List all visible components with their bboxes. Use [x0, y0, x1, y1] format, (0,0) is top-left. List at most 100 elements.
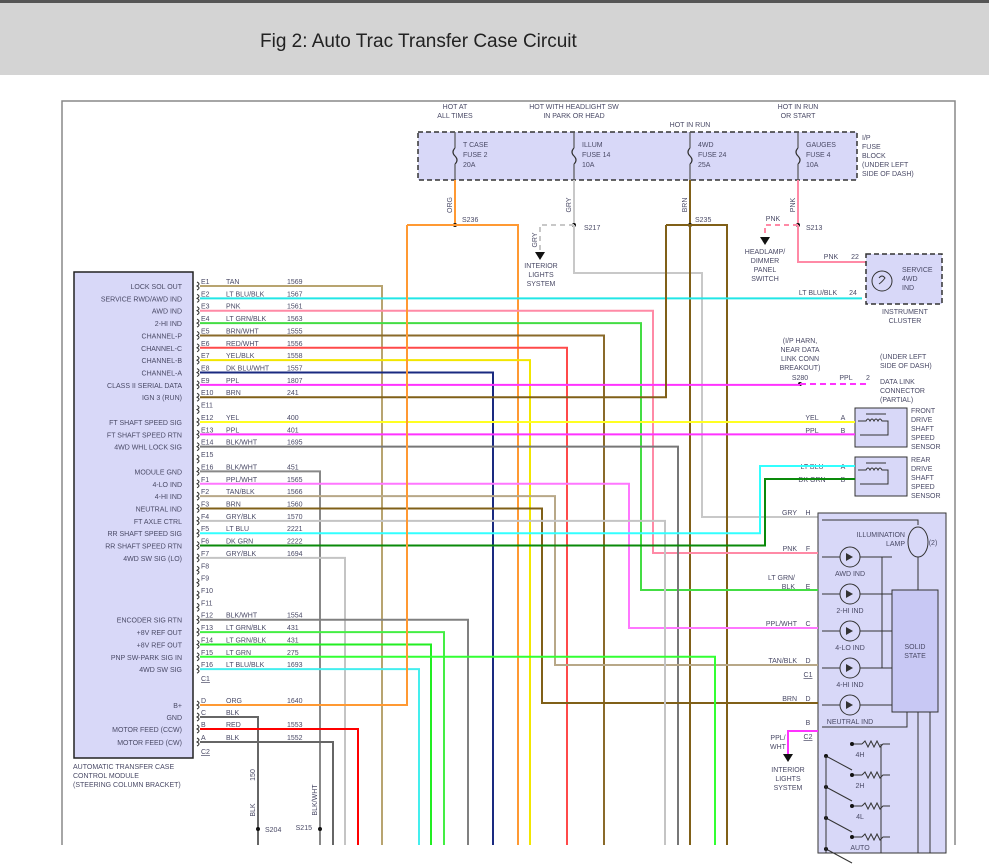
module-pin-label: 2-HI IND — [155, 321, 182, 328]
indicator-label: 4-HI IND — [836, 682, 863, 689]
fuse-block-label: I/P — [862, 135, 871, 142]
splice-label: S236 — [462, 217, 478, 224]
front-drive-shaft-speed-sensor-label: SPEED — [911, 435, 935, 442]
circuit-number: 1552 — [287, 735, 303, 742]
connector-terminal-icon — [195, 281, 200, 291]
wire-color-label: GRY/BLK — [226, 551, 257, 558]
pink-gauge-wire — [797, 225, 866, 263]
wire-e8 — [200, 371, 494, 845]
pin-label: E5 — [201, 328, 210, 335]
connector-terminal-icon — [195, 405, 200, 415]
wire-color-label: YEL — [226, 415, 239, 422]
wire-color-label: BRN — [782, 696, 797, 703]
resistor-icon — [861, 770, 890, 780]
wire-color-label: LT BLU — [800, 464, 823, 471]
wire-color-label: BRN — [226, 390, 241, 397]
bulb-filament-icon — [878, 275, 886, 285]
module-pin-label: 4-HI IND — [155, 494, 182, 501]
wire-f5 — [200, 465, 855, 535]
connector-terminal-icon — [195, 652, 200, 662]
indicator-label: 2-HI IND — [836, 608, 863, 615]
wire-b — [200, 728, 359, 845]
front-drive-shaft-speed-sensor-label: FRONT — [911, 408, 936, 415]
wire-color-label: PPL — [805, 428, 818, 435]
connector-terminal-icon — [195, 355, 200, 365]
connector-terminal-icon — [195, 392, 200, 402]
splice-label: S280 — [792, 375, 808, 382]
pin-label: E6 — [201, 341, 210, 348]
connector-terminal-icon — [195, 553, 200, 563]
pin-label: C — [805, 621, 810, 628]
circuit-number: 1563 — [287, 316, 303, 323]
splice-s215 — [318, 827, 322, 831]
fuse-icon — [571, 147, 577, 165]
connector-terminal-icon — [195, 429, 200, 439]
fuse-block-label: (UNDER LEFT — [862, 162, 909, 169]
module-pin-label: CHANNEL-P — [142, 333, 183, 340]
rear-drive-shaft-speed-sensor-label: SHAFT — [911, 475, 935, 482]
pin-label: F3 — [201, 501, 209, 508]
connector-terminal-icon — [195, 380, 200, 390]
connector-terminal-icon — [195, 343, 200, 353]
module-caption: CONTROL MODULE — [73, 773, 139, 780]
module-pin-label: 4-LO IND — [152, 482, 182, 489]
pin-label: F6 — [201, 539, 209, 546]
fuse-hot-label: ALL TIMES — [437, 113, 473, 120]
interior-lights-label: LIGHTS — [528, 272, 554, 279]
pin-label: D — [805, 696, 810, 703]
wire-color-label: PPL — [226, 378, 239, 385]
headlamp-switch-label: DIMMER — [751, 258, 779, 265]
switch-position-label: 4L — [856, 814, 864, 821]
illumination-lamp-label: ILLUMINATION — [857, 532, 906, 539]
wire-color-label: PPL — [839, 375, 852, 382]
connector-terminal-icon — [195, 417, 200, 427]
wire-e3 — [200, 309, 818, 554]
gray-dashed-wire — [539, 224, 574, 252]
data-link-note: NEAR DATA — [780, 347, 819, 354]
connector-terminal-icon — [195, 578, 200, 588]
service-4wd-ind-label: IND — [902, 285, 914, 292]
data-link-label: DATA LINK — [880, 379, 915, 386]
data-link-location: (UNDER LEFT — [880, 354, 927, 361]
circuit-number: 1694 — [287, 551, 303, 558]
fuse-block-label: SIDE OF DASH) — [862, 171, 914, 178]
pin-label: E12 — [201, 415, 214, 422]
module-pin-label: CHANNEL-B — [142, 358, 183, 365]
pin-label: D — [805, 658, 810, 665]
splice-label: S204 — [265, 827, 281, 834]
interior-lights-wire — [787, 730, 818, 754]
fuse-label: FUSE 4 — [806, 152, 831, 159]
pin-label: F5 — [201, 526, 209, 533]
data-link-note: LINK CONN — [781, 356, 819, 363]
fuse-hot-label: HOT WITH HEADLIGHT SW — [529, 104, 619, 111]
module-pin-label: IGN 3 (RUN) — [142, 395, 182, 402]
pin-label: 22 — [851, 254, 859, 261]
fuse-hot-label: HOT IN RUN — [778, 104, 819, 111]
pin-label: B — [841, 428, 846, 435]
front-drive-shaft-speed-sensor-label: DRIVE — [911, 417, 933, 424]
fuse-label: FUSE 24 — [698, 152, 727, 159]
module-pin-label: LOCK SOL OUT — [131, 284, 183, 291]
pin-label: F — [806, 546, 810, 553]
interior-lights-label: INTERIOR — [524, 263, 557, 270]
pin-label: 2 — [866, 375, 870, 382]
service-4wd-ind-label: SERVICE — [902, 267, 933, 274]
wire-d — [200, 225, 408, 706]
wire-e7 — [200, 359, 531, 845]
arrow-down-icon — [783, 754, 793, 762]
fuse-hot-label: HOT AT — [443, 104, 468, 111]
wire-color-label: DK BLU/WHT — [226, 366, 270, 373]
solid-state-label: SOLID — [904, 644, 925, 651]
fuse-hot-label: OR START — [781, 113, 816, 120]
fuse-label: T CASE — [463, 142, 488, 149]
led-diode-icon — [846, 590, 853, 598]
pin-label: 24 — [849, 290, 857, 297]
wire-color-label: TAN — [226, 279, 239, 286]
front-drive-shaft-speed-sensor-label: SENSOR — [911, 444, 941, 451]
circuit-number: 1807 — [287, 378, 303, 385]
circuit-number: 1569 — [287, 279, 303, 286]
pin-label: F1 — [201, 477, 209, 484]
pin-label: F16 — [201, 662, 213, 669]
circuit-number: 1556 — [287, 341, 303, 348]
circuit-number: 451 — [287, 464, 299, 471]
